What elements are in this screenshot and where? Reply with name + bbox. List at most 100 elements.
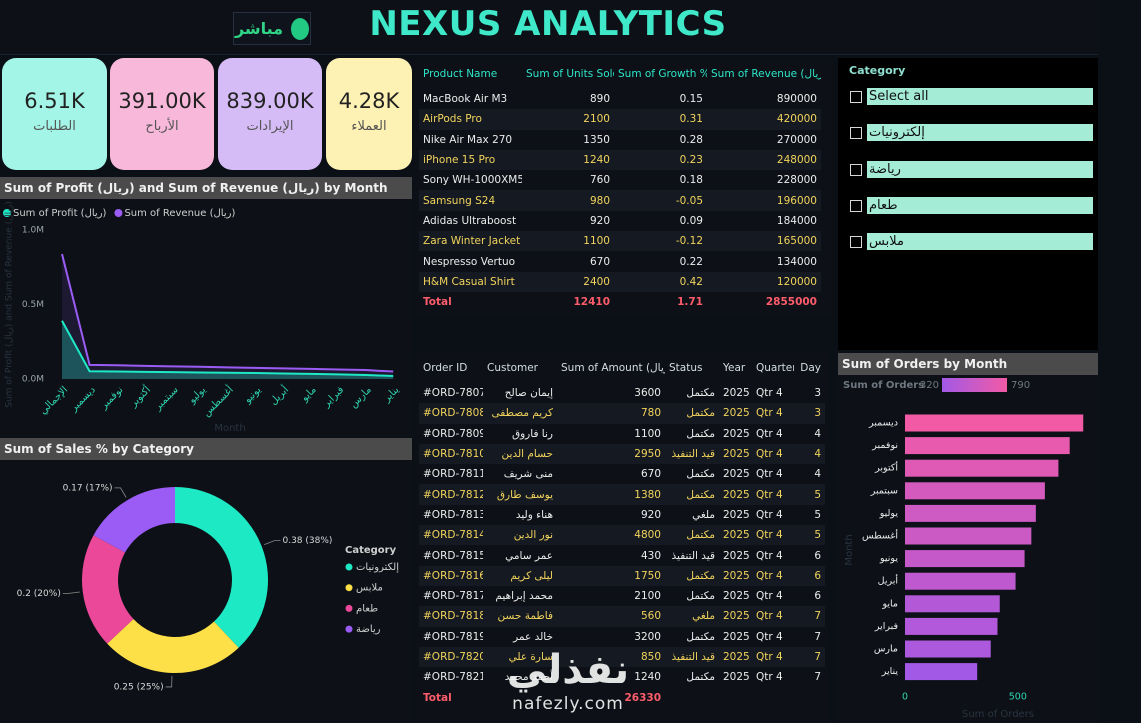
leader-line	[62, 591, 80, 594]
table-cell: Samsung S24	[419, 190, 522, 211]
table-cell: 430	[557, 545, 665, 566]
legend-marker	[345, 625, 353, 633]
table-cell: 1380	[557, 484, 665, 505]
slicer-item[interactable]: إلكترونيات	[867, 124, 1093, 142]
table-cell: 2025	[719, 565, 752, 586]
data-label: 0.2 (20%)	[17, 589, 61, 599]
y-tick-label: يناير	[881, 666, 899, 677]
table-row: AirPods Pro 2100 0.31 420000	[419, 109, 821, 130]
table-cell: 850	[557, 646, 665, 668]
series-area	[62, 320, 394, 379]
table-cell: 760	[522, 170, 614, 191]
table-cell: 890	[522, 89, 614, 110]
table-row: #ORD-7820 سارة علي 850 قيد التنفيذ 2025 Qtr 4…	[419, 646, 825, 668]
table-cell: ليلى كريم	[483, 565, 557, 586]
slicer-checkbox[interactable]	[850, 199, 862, 212]
table-cell: Qtr 4	[752, 423, 794, 444]
line-panel	[0, 199, 412, 436]
table-cell: 5	[794, 484, 825, 505]
table-cell: 2100	[557, 585, 665, 607]
table-cell	[665, 687, 719, 707]
total-cell: 1.71	[677, 296, 703, 309]
table-cell: #ORD-7808	[419, 403, 483, 424]
table-cell: قيد التنفيذ	[665, 545, 719, 566]
total-cell: 12410	[573, 296, 610, 309]
panel-header: Sum of Profit (ريال) and Sum of Revenue …	[0, 177, 412, 199]
legend-label: إلكترونيات	[356, 562, 399, 573]
kpi-label: الأرباح	[145, 118, 179, 134]
x-tick-label: الإجمالي	[38, 384, 70, 416]
kpi-value: 6.51K	[24, 88, 85, 113]
y-tick-label: نوفمبر	[871, 440, 898, 451]
slicer-item[interactable]: طعام	[867, 196, 1093, 214]
table-cell: 228000	[707, 170, 821, 191]
donut-slice	[82, 535, 134, 644]
table-cell: #ORD-7809	[419, 423, 483, 444]
leader-line	[114, 487, 127, 498]
column-header: Sum of Growth %	[618, 67, 707, 80]
slicer-checkbox[interactable]	[850, 127, 862, 140]
slicer-item[interactable]: ملابس	[867, 233, 1093, 251]
table-cell: 2025	[719, 484, 752, 505]
table-row: Nike Air Max 270 1350 0.28 270000	[419, 129, 821, 150]
slicer-item[interactable]: رياضة	[867, 160, 1093, 178]
color-legend-bar	[942, 378, 1007, 392]
slicer-checkbox[interactable]	[850, 236, 862, 249]
y-tick-label: 0.0M	[22, 375, 44, 385]
x-tick-label: يونيو	[242, 384, 264, 406]
bar	[905, 595, 1000, 613]
column-header: Sum of Revenue (ريال)	[711, 67, 821, 80]
table-cell: 560	[557, 606, 665, 627]
table-cell: 1100	[522, 231, 614, 252]
legend-title: Category	[345, 545, 397, 556]
table-cell: Qtr 4	[752, 585, 794, 607]
slicer-item[interactable]: Select all	[867, 88, 1093, 105]
table-cell: Adidas Ultraboost	[419, 210, 522, 232]
table-cell: #ORD-7807	[419, 383, 483, 404]
table-cell: 4	[794, 423, 825, 444]
data-label: 0.25 (25%)	[114, 682, 164, 692]
table-cell: مكتمل	[665, 403, 719, 424]
live-button[interactable]: مباشر	[233, 12, 311, 45]
table-cell: #ORD-7817	[419, 585, 483, 607]
table-cell: Nespresso Vertuo	[419, 251, 522, 272]
table-cell: يوسف طارق	[483, 484, 557, 505]
table-cell: iPhone 15 Pro	[419, 149, 522, 171]
table-cell: #ORD-7818	[419, 606, 483, 627]
series-area	[62, 253, 394, 379]
table-cell: 0.42	[614, 271, 707, 292]
leader-line	[165, 675, 173, 688]
slicer-checkbox[interactable]	[850, 163, 862, 176]
column-header: Status	[669, 361, 703, 374]
table-cell: -0.05	[614, 190, 707, 211]
table-cell: 0.28	[614, 129, 707, 150]
table-cell: 780	[557, 403, 665, 424]
table-cell: #ORD-7819	[419, 626, 483, 647]
table-cell: مكتمل	[665, 565, 719, 586]
line-chart: Sum of Profit (ريال) Sum of Revenue (ريال…	[3, 201, 402, 434]
column-header: Quarter	[756, 361, 794, 374]
products-table: Product Name Sum of Units Sold Sum of Grow…	[419, 58, 821, 312]
table-cell: 920	[557, 504, 665, 526]
table-cell: قيد التنفيذ	[665, 443, 719, 465]
header-bar: مباشر NEXUS ANALYTICS	[0, 0, 1098, 55]
table-cell: 2025	[719, 443, 752, 465]
column-header: Year	[723, 361, 746, 374]
table-cell: 4	[794, 443, 825, 465]
slicer-checkbox[interactable]	[850, 91, 862, 103]
bar	[905, 572, 1016, 590]
table-cell: 120000	[707, 271, 821, 292]
table-cell: قيد التنفيذ	[665, 646, 719, 668]
legend-marker	[3, 209, 11, 217]
table-row: iPhone 15 Pro 1240 0.23 248000	[419, 149, 821, 171]
orders-table: Order ID Customer Sum of Amount (ريال) Stat…	[419, 352, 825, 708]
table-cell: 2025	[719, 423, 752, 444]
table-cell: MacBook Air M3	[419, 89, 522, 110]
table-cell: 2025	[719, 403, 752, 424]
